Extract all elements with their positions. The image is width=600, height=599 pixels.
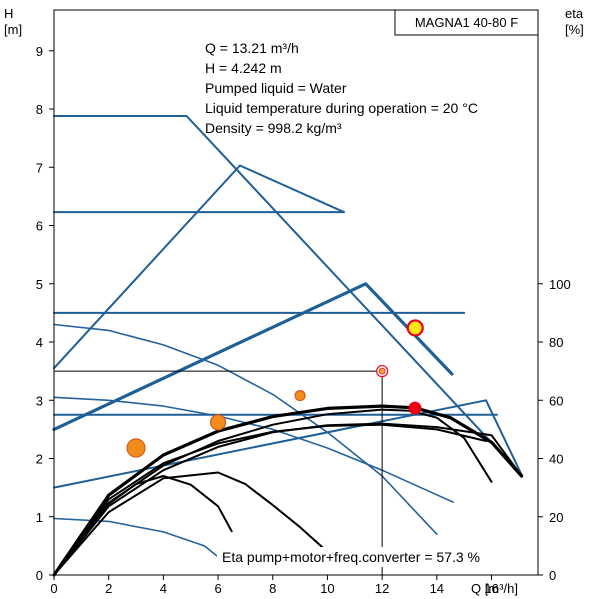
- control-series-0: [53, 115, 523, 476]
- y2-tick-label: 60: [549, 393, 563, 408]
- eta-label: Eta pump+motor+freq.converter = 57.3 %: [222, 549, 480, 565]
- y2-tick-label: 40: [549, 452, 563, 467]
- y-axis-label: H: [4, 6, 13, 21]
- y2-axis-label: eta: [565, 6, 584, 21]
- x-tick-label: 6: [214, 581, 221, 596]
- curve-series-8: [53, 396, 455, 504]
- y-tick-label: 1: [36, 510, 43, 525]
- info-head: H = 4.242 m: [205, 60, 282, 76]
- y-tick-label: 0: [36, 568, 43, 583]
- y-tick-label: 4: [36, 335, 43, 350]
- y-tick-label: 8: [36, 102, 43, 117]
- duty-marker: [126, 438, 146, 458]
- x-tick-label: 14: [430, 581, 444, 596]
- y2-tick-label: 20: [549, 510, 563, 525]
- y-tick-label: 3: [36, 393, 43, 408]
- eta-bold-series-10: [52, 404, 524, 577]
- x-tick-label: 10: [320, 581, 334, 596]
- x-tick-label: 12: [375, 581, 389, 596]
- x-tick-label: 2: [105, 581, 112, 596]
- eta-series-14: [53, 471, 329, 576]
- y-tick-label: 7: [36, 160, 43, 175]
- info-temperature: Liquid temperature during operation = 20…: [205, 100, 478, 116]
- duty-marker: [294, 389, 306, 402]
- y-tick-label: 2: [36, 452, 43, 467]
- eta-series-15: [53, 475, 233, 576]
- reference-point-dot: [378, 367, 386, 375]
- control-bold-series-5: [52, 282, 454, 431]
- chart-title: MAGNA1 40-80 F: [415, 15, 518, 30]
- info-flow: Q = 13.21 m³/h: [205, 40, 299, 56]
- operating-point: [406, 319, 424, 337]
- x-axis-label: Q [m³/h]: [471, 581, 518, 596]
- title-box: [394, 9, 539, 36]
- info-liquid: Pumped liquid = Water: [205, 80, 347, 96]
- y-axis-unit: [m]: [4, 22, 22, 37]
- control-series-4: [53, 164, 345, 370]
- y2-tick-label: 80: [549, 335, 563, 350]
- eta-label-bg: [217, 547, 517, 567]
- eta-series-12: [53, 422, 523, 576]
- y2-tick-label: 0: [549, 568, 556, 583]
- info-density: Density = 998.2 kg/m³: [205, 120, 342, 136]
- y-tick-label: 5: [36, 277, 43, 292]
- y2-tick-label: 100: [549, 277, 571, 292]
- y-tick-label: 6: [36, 219, 43, 234]
- x-tick-label: 4: [160, 581, 167, 596]
- reference-lines: [54, 370, 383, 575]
- plot-frame: [53, 9, 539, 576]
- x-tick-label: 8: [269, 581, 276, 596]
- eta-series-13: [53, 408, 493, 576]
- duty-marker: [209, 414, 227, 431]
- x-tick-label: 16: [484, 581, 498, 596]
- x-tick-label: 0: [50, 581, 57, 596]
- series-layer: [52, 115, 524, 577]
- y2-axis-unit: [%]: [565, 22, 584, 37]
- curve-series-7: [53, 323, 438, 536]
- control-series-6: [53, 399, 523, 489]
- y-tick-label: 9: [36, 44, 43, 59]
- tick-layer: 0 2 4 6 8 10 12 14 16Q [m³/h]0123456789020406080…: [36, 44, 571, 596]
- marker-layer: [126, 319, 424, 458]
- eta-operating-point: [408, 401, 422, 415]
